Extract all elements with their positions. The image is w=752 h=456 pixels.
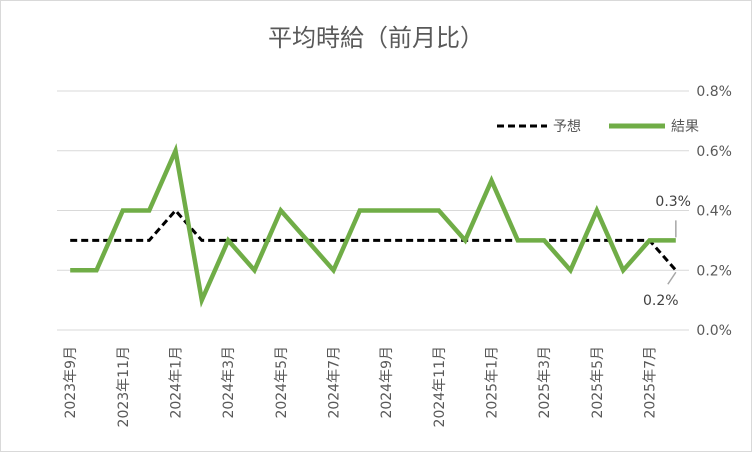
series-line-forecast <box>70 208 677 272</box>
x-tick-label: 2023年9月 <box>63 346 79 419</box>
legend-label: 予想 <box>553 119 581 135</box>
annotation-label: 0.3% <box>655 194 691 210</box>
series-lines <box>70 143 677 308</box>
x-tick-label: 2024年3月 <box>221 346 237 419</box>
x-tick-label: 2024年7月 <box>327 346 343 419</box>
series-line-result <box>70 143 676 308</box>
annotation-label: 0.2% <box>643 293 679 309</box>
x-tick-label: 2025年1月 <box>485 346 501 419</box>
y-tick-label: 0.6% <box>696 144 732 160</box>
annotations: 0.3% 0.2% <box>643 194 691 309</box>
y-tick-label: 0.4% <box>696 204 732 220</box>
x-tick-label: 2024年9月 <box>379 346 395 419</box>
x-tick-label: 2023年11月 <box>116 346 132 427</box>
y-tick-label: 0.0% <box>696 323 732 339</box>
x-tick-label: 2024年5月 <box>274 346 290 419</box>
x-tick-label: 2025年3月 <box>537 346 553 419</box>
y-tick-label: 0.2% <box>696 263 732 279</box>
legend-label: 結果 <box>671 119 699 135</box>
x-tick-label: 2025年7月 <box>643 346 659 419</box>
x-tick-label: 2024年1月 <box>169 346 185 419</box>
y-axis-ticks: 0.0% 0.2% 0.4% 0.6% 0.8% <box>696 84 732 339</box>
x-tick-label: 2025年5月 <box>590 346 606 419</box>
y-tick-label: 0.8% <box>696 84 732 100</box>
chart-title: 平均時給（前月比） <box>268 24 484 52</box>
annotation-leader <box>667 271 677 285</box>
x-axis-ticks: 2023年9月 2023年11月 2024年1月 2024年3月 2024年5月 2024… <box>63 346 658 427</box>
legend: 予想 結果 <box>497 119 699 135</box>
x-tick-label: 2024年11月 <box>432 346 448 427</box>
